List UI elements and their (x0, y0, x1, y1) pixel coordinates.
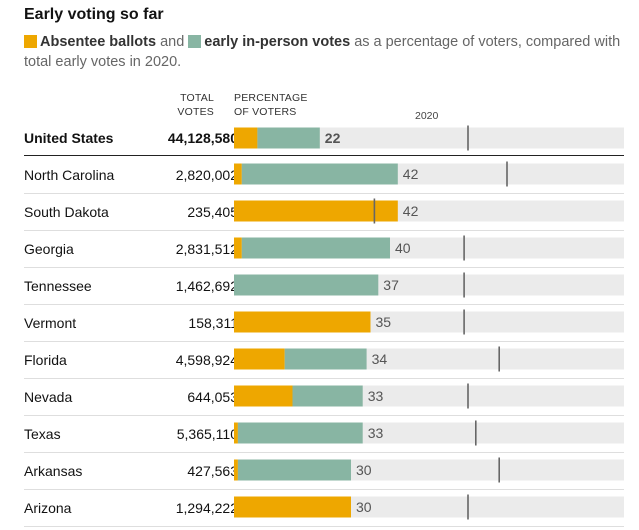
row-name: Arizona (24, 499, 72, 516)
row-name: United States (24, 129, 114, 146)
row-total-votes: 44,128,580 (167, 129, 238, 146)
absentee-swatch (24, 35, 37, 48)
legend-and: and (160, 34, 185, 50)
row-name: Florida (24, 351, 67, 368)
row-total-votes: 2,831,512 (175, 240, 238, 257)
table-row: Nevada 644,053 (24, 378, 624, 416)
total-votes-header: TOTAL VOTES (150, 91, 214, 119)
row-name: Vermont (24, 314, 77, 331)
table-row: South Dakota 235,405 (24, 193, 624, 231)
row-total-votes: 644,053 (187, 388, 238, 405)
row-total-votes: 158,311 (188, 314, 238, 331)
legend-absentee-label: Absentee ballots (40, 34, 157, 50)
row-name: Nevada (24, 388, 73, 405)
row-total-votes: 235,405 (187, 203, 238, 220)
row-name: Tennessee (24, 277, 92, 294)
total-votes-header-line2: VOTES (177, 106, 214, 118)
row-total-votes: 1,294,222 (175, 499, 238, 516)
row-name: North Carolina (24, 166, 115, 183)
row-total-votes: 2,820,002 (175, 166, 238, 183)
percentage-header-line2: OF VOTERS (234, 106, 297, 118)
row-name: Georgia (24, 240, 74, 257)
table-row: Vermont 158,311 (24, 304, 624, 342)
table-row: Texas 5,365,110 (24, 415, 624, 453)
row-name: Texas (24, 425, 61, 442)
row-total-votes: 427,563 (187, 462, 238, 479)
row-total-votes: 4,598,924 (175, 351, 238, 368)
chart-title: Early voting so far (24, 6, 164, 23)
reference-2020-label: 2020 (415, 110, 439, 122)
table-row-united-states: United States 44,128,580 (24, 120, 624, 156)
percentage-header: PERCENTAGE OF VOTERS (234, 91, 308, 119)
row-name: Arkansas (24, 462, 83, 479)
row-name: South Dakota (24, 203, 109, 220)
table-row: Arizona 1,294,222 (24, 489, 624, 527)
chart-subtitle: Absentee ballots and early in-person vot… (24, 32, 624, 72)
table-row: North Carolina 2,820,002 (24, 156, 624, 194)
total-votes-header-line1: TOTAL (180, 92, 214, 104)
table-row: Arkansas 427,563 (24, 452, 624, 490)
percentage-header-line1: PERCENTAGE (234, 92, 308, 104)
table-row: Florida 4,598,924 (24, 341, 624, 379)
legend-inperson-label: early in-person votes (204, 34, 351, 50)
row-total-votes: 1,462,692 (175, 277, 238, 294)
row-total-votes: 5,365,110 (176, 425, 238, 442)
table-row: Georgia 2,831,512 (24, 230, 624, 268)
in-person-swatch (188, 35, 202, 48)
subtitle-rest: as a percentage of voters, compared with… (24, 34, 621, 70)
table-row: Tennessee 1,462,692 (24, 267, 624, 305)
